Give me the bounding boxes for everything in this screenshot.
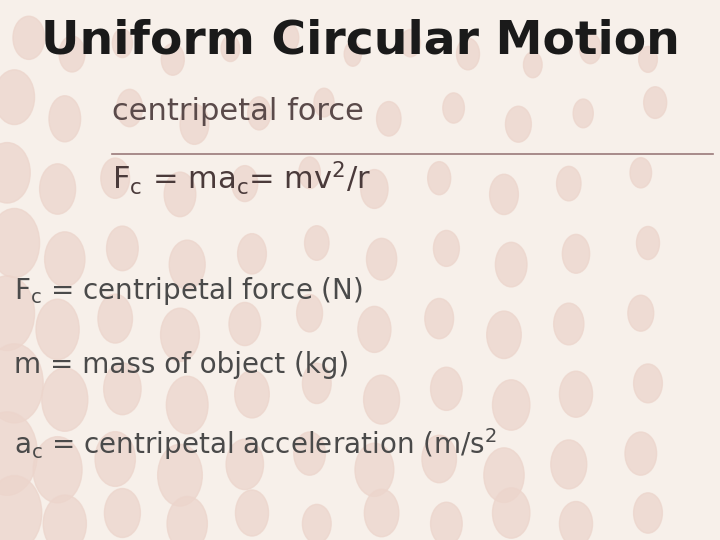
Ellipse shape	[484, 448, 524, 503]
Ellipse shape	[628, 295, 654, 331]
Ellipse shape	[43, 495, 86, 540]
Ellipse shape	[428, 161, 451, 195]
Ellipse shape	[639, 46, 657, 72]
Ellipse shape	[226, 439, 264, 490]
Ellipse shape	[431, 502, 462, 540]
Ellipse shape	[299, 157, 320, 188]
Ellipse shape	[112, 29, 132, 58]
Ellipse shape	[562, 234, 590, 273]
Text: a$_\mathregular{c}$ = centripetal acceleration (m/s$^2$: a$_\mathregular{c}$ = centripetal accele…	[14, 427, 498, 462]
Ellipse shape	[443, 93, 464, 123]
Ellipse shape	[554, 303, 584, 345]
Ellipse shape	[557, 166, 581, 201]
Ellipse shape	[636, 226, 660, 260]
Ellipse shape	[361, 170, 388, 208]
Ellipse shape	[0, 70, 35, 125]
Ellipse shape	[161, 308, 199, 361]
Ellipse shape	[36, 299, 79, 360]
Ellipse shape	[314, 88, 334, 117]
Ellipse shape	[302, 504, 331, 540]
Ellipse shape	[425, 299, 454, 339]
Text: F$_\mathregular{c}$ = centripetal force (N): F$_\mathregular{c}$ = centripetal force …	[14, 275, 364, 307]
Ellipse shape	[523, 52, 542, 78]
Ellipse shape	[166, 376, 208, 434]
Ellipse shape	[358, 306, 391, 353]
Ellipse shape	[101, 158, 130, 198]
Ellipse shape	[59, 36, 85, 72]
Ellipse shape	[248, 97, 271, 130]
Ellipse shape	[551, 440, 587, 489]
Ellipse shape	[98, 294, 132, 343]
Ellipse shape	[221, 36, 240, 62]
Ellipse shape	[297, 294, 323, 332]
Ellipse shape	[644, 87, 667, 118]
Ellipse shape	[0, 476, 42, 540]
Text: F$_\mathregular{c}$ = ma$_\mathregular{c}$= mv$^2$/r: F$_\mathregular{c}$ = ma$_\mathregular{c…	[112, 159, 371, 197]
Ellipse shape	[238, 234, 266, 274]
Ellipse shape	[0, 276, 35, 350]
Ellipse shape	[305, 226, 329, 260]
Ellipse shape	[167, 496, 207, 540]
Ellipse shape	[625, 432, 657, 475]
Ellipse shape	[634, 493, 662, 533]
Ellipse shape	[431, 367, 462, 410]
Ellipse shape	[490, 174, 518, 214]
Ellipse shape	[492, 380, 530, 430]
Ellipse shape	[161, 44, 184, 75]
Ellipse shape	[0, 143, 30, 203]
Ellipse shape	[104, 489, 140, 537]
Ellipse shape	[495, 242, 527, 287]
Ellipse shape	[492, 488, 530, 538]
Ellipse shape	[344, 42, 361, 66]
Ellipse shape	[400, 30, 420, 57]
Ellipse shape	[573, 99, 593, 128]
Text: Uniform Circular Motion: Uniform Circular Motion	[40, 19, 680, 64]
Ellipse shape	[355, 443, 394, 496]
Ellipse shape	[158, 444, 202, 506]
Ellipse shape	[40, 164, 76, 214]
Ellipse shape	[630, 158, 652, 188]
Ellipse shape	[169, 240, 205, 289]
Ellipse shape	[277, 23, 299, 52]
Ellipse shape	[302, 363, 331, 403]
Ellipse shape	[580, 33, 601, 64]
Ellipse shape	[164, 172, 196, 217]
Ellipse shape	[42, 368, 88, 431]
Ellipse shape	[422, 435, 456, 483]
Ellipse shape	[33, 437, 82, 503]
Ellipse shape	[0, 412, 37, 495]
Ellipse shape	[559, 502, 593, 540]
Ellipse shape	[634, 364, 662, 403]
Ellipse shape	[377, 102, 401, 136]
Ellipse shape	[364, 375, 400, 424]
Ellipse shape	[13, 16, 45, 59]
Ellipse shape	[95, 431, 135, 487]
Ellipse shape	[364, 489, 399, 537]
Ellipse shape	[433, 231, 459, 266]
Ellipse shape	[0, 344, 43, 423]
Ellipse shape	[0, 208, 40, 278]
Ellipse shape	[104, 363, 141, 415]
Ellipse shape	[505, 106, 531, 142]
Ellipse shape	[180, 104, 209, 144]
Ellipse shape	[107, 226, 138, 271]
Ellipse shape	[45, 232, 85, 287]
Text: m = mass of object (kg): m = mass of object (kg)	[14, 351, 349, 379]
Ellipse shape	[235, 370, 269, 418]
Ellipse shape	[235, 490, 269, 536]
Ellipse shape	[366, 238, 397, 280]
Ellipse shape	[117, 89, 143, 127]
Text: centripetal force: centripetal force	[112, 97, 364, 126]
Ellipse shape	[232, 166, 258, 201]
Ellipse shape	[559, 371, 593, 417]
Ellipse shape	[229, 302, 261, 346]
Ellipse shape	[294, 432, 325, 475]
Ellipse shape	[487, 311, 521, 359]
Ellipse shape	[456, 38, 480, 70]
Ellipse shape	[49, 96, 81, 142]
